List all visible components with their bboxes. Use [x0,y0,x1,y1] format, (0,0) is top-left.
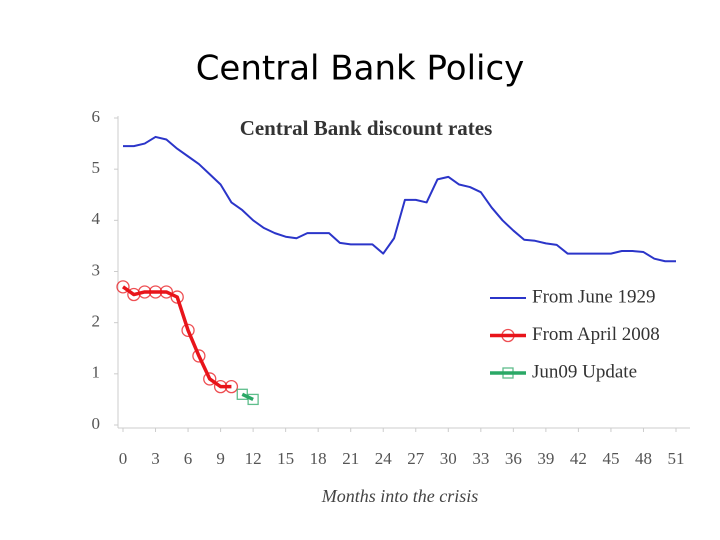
x-tick-label: 18 [310,449,327,468]
x-tick-label: 39 [537,449,554,468]
chart-title: Central Bank discount rates [240,116,493,140]
marker [159,285,174,299]
x-tick-label: 48 [635,449,652,468]
x-tick-label: 0 [119,449,128,468]
x-tick-label: 45 [602,449,619,468]
marker [224,379,239,394]
x-tick-label: 6 [184,449,193,468]
series-line [123,135,676,263]
y-tick-label: 2 [92,312,101,331]
x-tick-label: 12 [245,449,262,468]
x-tick-label: 21 [342,449,359,468]
x-tick-label: 9 [216,449,225,468]
marker [247,393,259,406]
x-tick-label: 15 [277,449,294,468]
y-tick-label: 1 [92,363,101,382]
series-line [121,285,232,389]
x-tick-label: 3 [151,449,160,468]
y-tick-label: 4 [92,209,101,228]
x-tick-label: 27 [407,449,425,468]
x-tick-label: 33 [472,449,489,468]
x-tick-label: 36 [505,449,522,468]
marker [181,323,195,337]
legend-label: Jun09 Update [532,361,637,382]
slide-title: Central Bank Policy [196,49,525,89]
x-tick-label: 51 [668,449,685,468]
marker [116,280,130,294]
marker [192,349,206,363]
x-axis-label: Months into the crisis [321,486,479,506]
x-tick-label: 24 [375,449,393,468]
legend-marker [502,367,514,379]
x-tick-label: 30 [440,449,457,468]
marker [213,379,228,394]
legend-marker [501,328,515,343]
marker [148,285,163,299]
legend-label: From June 1929 [532,286,656,307]
y-tick-label: 6 [92,107,101,126]
y-tick-label: 0 [92,414,101,433]
y-tick-label: 3 [92,260,101,279]
marker [203,372,217,386]
legend-label: From April 2008 [532,324,660,345]
marker [170,290,184,304]
marker [236,388,248,400]
marker [138,285,152,299]
x-tick-label: 42 [570,449,587,468]
y-tick-label: 5 [92,158,101,177]
